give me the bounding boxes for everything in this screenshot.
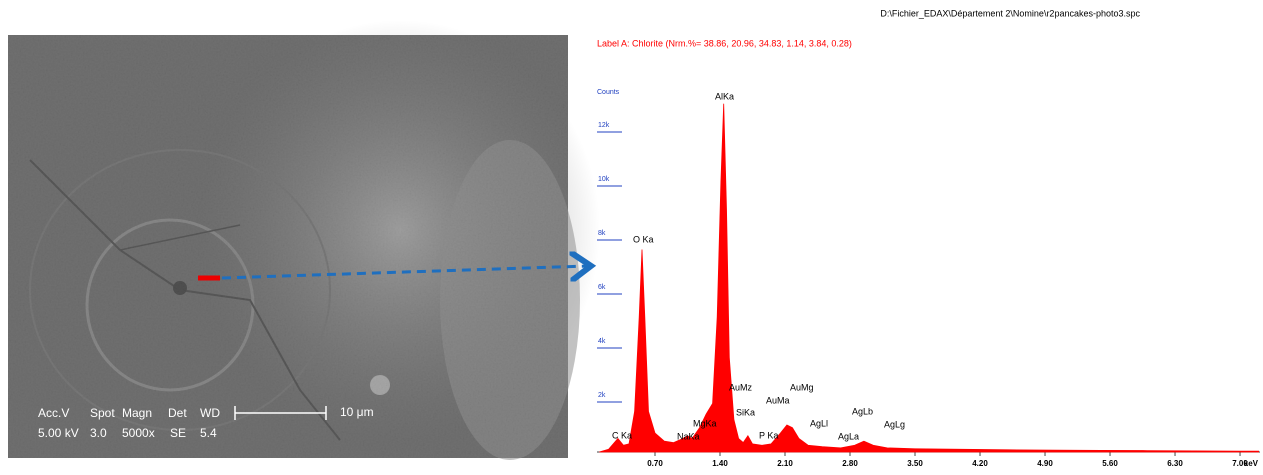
- peak-label: AgLl: [810, 418, 828, 428]
- x-tick-label: 3.50: [907, 459, 923, 468]
- sem-value: 5000x: [122, 426, 155, 440]
- x-tick-label: 7.00: [1232, 459, 1248, 468]
- x-tick-label: 2.80: [842, 459, 858, 468]
- x-tick-label: 6.30: [1167, 459, 1183, 468]
- y-tick-label: 8k: [598, 230, 606, 237]
- peak-label: AuMz: [729, 382, 753, 392]
- peak-label: O Ka: [633, 234, 654, 244]
- sem-label: Magn: [122, 406, 152, 420]
- sem-value: 3.0: [90, 426, 107, 440]
- x-tick-label: 1.40: [712, 459, 728, 468]
- peak-label: AgLb: [852, 406, 873, 416]
- sem-label: Acc.V: [38, 406, 69, 420]
- figure: Acc.V Spot Magn Det WD 5.00 kV 3.0 5000x…: [0, 0, 1263, 470]
- sem-label: WD: [200, 406, 220, 420]
- sem-label: Det: [168, 406, 187, 420]
- y-axis-label: Counts: [597, 89, 620, 96]
- x-tick-label: 0.70: [647, 459, 663, 468]
- peak-label: AgLg: [884, 419, 905, 429]
- peak-label: AgLa: [838, 431, 859, 441]
- x-tick-label: 4.90: [1037, 459, 1053, 468]
- x-tick-label: 4.20: [972, 459, 988, 468]
- peak-label: NaKa: [677, 431, 700, 441]
- file-path: D:\Fichier_EDAX\Département 2\Nomine\r2p…: [880, 8, 1140, 18]
- peak-label: AuMg: [790, 382, 814, 392]
- spectrum: [599, 104, 1258, 452]
- y-tick-label: 6k: [598, 284, 606, 291]
- peak-label: C Ka: [612, 430, 632, 440]
- peak-label: AlKa: [715, 91, 734, 101]
- y-tick-label: 10k: [598, 176, 610, 183]
- sem-value: 5.4: [200, 426, 217, 440]
- y-tick-label: 4k: [598, 338, 606, 345]
- y-tick-label: 2k: [598, 392, 606, 399]
- sem-value: SE: [170, 426, 186, 440]
- peak-label: P Ka: [759, 430, 778, 440]
- y-tick-label: 12k: [598, 122, 610, 129]
- sem-label: Spot: [90, 406, 115, 420]
- peak-label: AuMa: [766, 395, 790, 405]
- peak-label: MgKa: [693, 418, 717, 428]
- sem-image: [8, 20, 600, 460]
- x-tick-label: 5.60: [1102, 459, 1118, 468]
- sem-value: 5.00 kV: [38, 426, 79, 440]
- x-tick-label: 2.10: [777, 459, 793, 468]
- peak-label: SiKa: [736, 407, 755, 417]
- chart-title: Label A: Chlorite (Nrm.%= 38.86, 20.96, …: [597, 38, 852, 48]
- scale-bar-label: 10 μm: [340, 405, 374, 419]
